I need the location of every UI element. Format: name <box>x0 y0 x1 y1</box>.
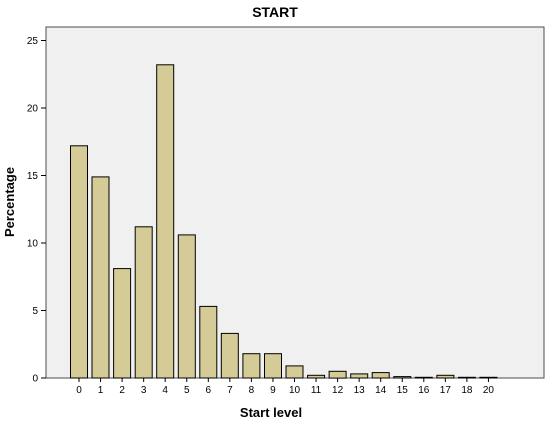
y-tick-label: 0 <box>32 374 38 385</box>
bar-7 <box>220 332 239 379</box>
x-tick-label: 0 <box>76 385 82 396</box>
x-tick-label: 7 <box>227 385 233 396</box>
y-tick-label: 15 <box>27 171 39 182</box>
x-tick-label: 17 <box>440 385 452 396</box>
bar-13 <box>350 373 369 379</box>
bar-17 <box>436 374 455 379</box>
y-axis: 0 5 10 15 20 25 <box>27 36 46 385</box>
x-tick-label: 11 <box>311 385 322 396</box>
bar-16 <box>414 376 433 379</box>
bar-6 <box>199 305 218 379</box>
bar-11 <box>307 374 326 379</box>
x-tick-label: 10 <box>289 385 301 396</box>
bar-2 <box>113 268 132 379</box>
bar-10 <box>285 365 304 379</box>
y-tick-label: 20 <box>27 104 39 115</box>
y-tick-label: 10 <box>27 239 39 250</box>
x-tick-label: 5 <box>184 385 190 396</box>
x-tick-label: 8 <box>249 385 255 396</box>
x-tick-label: 1 <box>98 385 104 396</box>
bar-4 <box>156 64 175 379</box>
x-axis: 0 1 2 3 4 5 6 7 8 9 10 11 12 13 14 15 16 17 18 20 <box>76 378 494 396</box>
bar-0 <box>70 145 88 379</box>
x-tick-label: 16 <box>418 385 430 396</box>
y-axis-label: Percentage <box>2 167 17 237</box>
bar-12 <box>328 370 347 379</box>
y-tick-label: 25 <box>27 36 39 47</box>
bars-group <box>70 64 498 379</box>
bar-3 <box>134 226 153 379</box>
x-tick-label: 9 <box>270 385 276 396</box>
bar-20 <box>479 376 498 379</box>
x-tick-label: 3 <box>141 385 147 396</box>
x-tick-label: 15 <box>397 385 409 396</box>
x-tick-label: 18 <box>461 385 473 396</box>
x-tick-label: 4 <box>162 385 168 396</box>
bar-8 <box>242 353 261 379</box>
bar-14 <box>371 372 390 379</box>
x-tick-label: 20 <box>483 385 495 396</box>
x-tick-label: 14 <box>375 385 387 396</box>
x-tick-label: 12 <box>332 385 344 396</box>
bar-1 <box>91 176 110 379</box>
x-tick-label: 2 <box>119 385 125 396</box>
bar-15 <box>393 376 412 379</box>
y-tick-label: 5 <box>32 306 38 317</box>
bar-5 <box>177 234 196 379</box>
x-tick-label: 6 <box>206 385 212 396</box>
chart-title: START <box>252 4 298 20</box>
x-tick-label: 13 <box>354 385 366 396</box>
x-axis-label: Start level <box>240 405 302 420</box>
bar-9 <box>264 353 282 379</box>
bar-18 <box>457 376 476 379</box>
